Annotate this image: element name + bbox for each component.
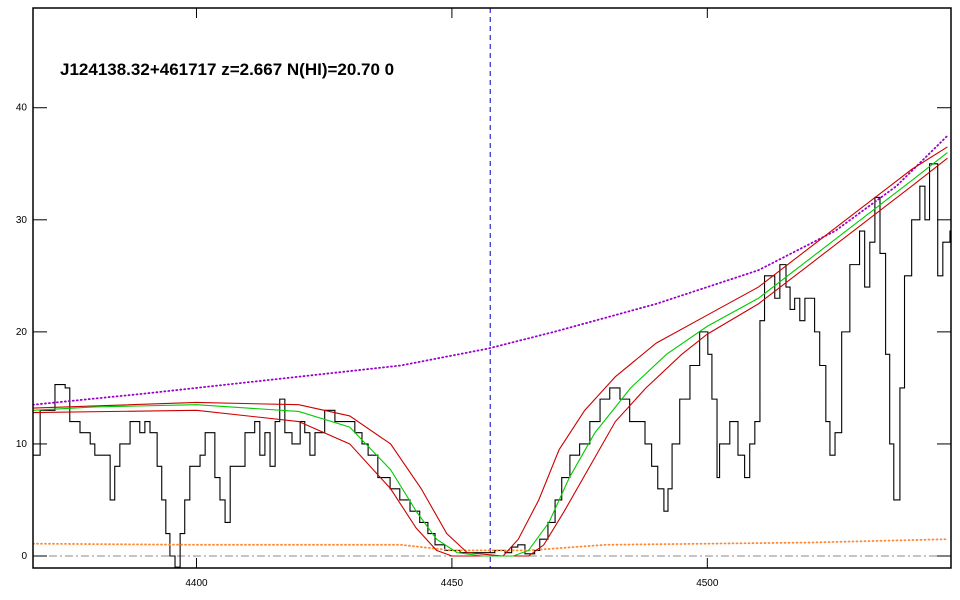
chart-title: J124138.32+461717 z=2.667 N(HI)=20.70 0 — [60, 60, 394, 79]
curve — [33, 146, 948, 557]
y-tick-label: 40 — [16, 103, 28, 114]
curve — [33, 134, 949, 406]
y-tick-label: 10 — [16, 439, 28, 450]
curve — [33, 157, 948, 557]
plot-frame — [32, 7, 952, 569]
y-tick-label: 0 — [21, 551, 27, 562]
x-tick-label: 4450 — [441, 578, 464, 589]
y-tick-label: 30 — [16, 215, 28, 226]
x-tick-label: 4500 — [696, 578, 719, 589]
curve — [33, 152, 948, 557]
x-tick-label: 4400 — [185, 578, 208, 589]
y-tick-label: 20 — [16, 327, 28, 338]
